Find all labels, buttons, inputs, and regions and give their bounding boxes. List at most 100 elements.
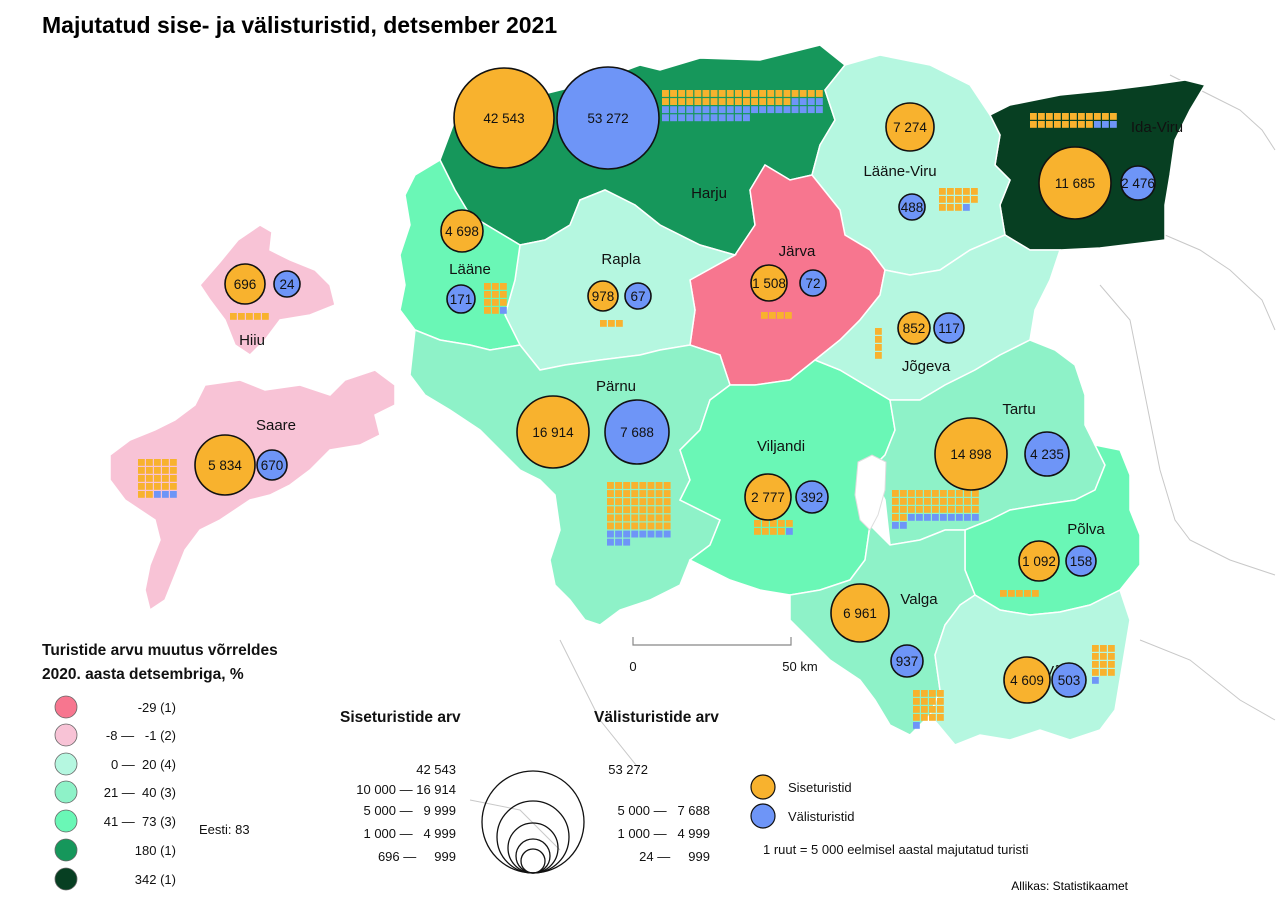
- waffle-square: [607, 530, 614, 538]
- waffle-square: [663, 490, 671, 497]
- value-valga-domestic: 6 961: [843, 606, 877, 621]
- waffle-square: [939, 188, 946, 195]
- waffle-square: [921, 698, 928, 705]
- waffle-square: [615, 490, 622, 497]
- county-saare[interactable]: [109, 369, 396, 612]
- legend-label-6: 180 (1): [135, 843, 176, 858]
- waffle-square: [663, 498, 671, 506]
- waffle-square: [913, 722, 920, 729]
- waffle-square: [939, 204, 946, 211]
- waffle-square: [932, 514, 939, 521]
- circle-jarva-foreign: [799, 269, 827, 297]
- county-label-rapla: Rapla: [601, 251, 641, 268]
- value-hiiu-foreign: 24: [279, 277, 295, 292]
- value-parnu-foreign: 7 688: [620, 425, 654, 440]
- waffle-square: [615, 506, 622, 514]
- waffle-square: [647, 506, 655, 514]
- waffle-square: [913, 698, 920, 705]
- value-ida-viru-foreign: 2 476: [1121, 176, 1155, 191]
- waffle-square: [734, 114, 742, 122]
- waffle-jarva: [761, 312, 792, 319]
- waffle-square: [892, 490, 899, 497]
- waffle-square: [769, 312, 776, 319]
- waffle-square: [615, 538, 622, 546]
- waffle-square: [963, 196, 970, 203]
- waffle-square: [246, 313, 253, 320]
- county-label-tartu: Tartu: [1002, 401, 1035, 418]
- waffle-square: [778, 520, 785, 527]
- waffle-square: [937, 690, 944, 697]
- waffle-square: [694, 114, 702, 122]
- waffle-square: [955, 188, 962, 195]
- waffle-square: [807, 98, 815, 105]
- waffle-square: [615, 482, 622, 489]
- waffle-square: [710, 106, 718, 114]
- waffle-square: [932, 498, 939, 505]
- waffle-square: [710, 114, 718, 122]
- waffle-square: [940, 506, 947, 513]
- waffle-square: [913, 690, 920, 697]
- waffle-square: [663, 522, 671, 530]
- legend-domestic-label: Siseturistid: [788, 780, 852, 795]
- county-parnu[interactable]: [409, 328, 731, 626]
- waffle-square: [1032, 590, 1039, 597]
- waffle-square: [146, 459, 153, 466]
- circle-laane-foreign: [446, 284, 476, 314]
- waffle-square: [743, 106, 750, 114]
- waffle-square: [875, 344, 882, 351]
- waffle-square: [767, 106, 775, 114]
- scale-end: 50 km: [782, 659, 817, 674]
- waffle-square: [607, 490, 614, 497]
- legend-label-3: 0 — 20 (4): [111, 757, 176, 772]
- waffle-square: [1092, 645, 1099, 652]
- waffle-square: [670, 90, 677, 97]
- waffle-square: [1016, 590, 1023, 597]
- value-laane-viru-foreign: 488: [901, 200, 924, 215]
- waffle-square: [484, 283, 491, 290]
- county-label-laane: Lääne: [449, 261, 491, 278]
- waffle-square: [875, 328, 882, 335]
- legend-domestic-row-2: 10 000 — 16 914: [356, 782, 456, 797]
- waffle-square: [1108, 653, 1115, 660]
- county-label-jogeva: Jõgeva: [902, 358, 951, 375]
- waffle-square: [631, 522, 639, 530]
- waffle-square: [786, 528, 793, 535]
- waffle-square: [262, 313, 269, 320]
- waffle-square: [1038, 113, 1045, 120]
- waffle-square: [734, 98, 742, 105]
- waffle-square: [1092, 669, 1099, 676]
- waffle-square: [678, 90, 686, 97]
- circle-harju-foreign: [556, 66, 660, 170]
- waffle-square: [702, 114, 710, 122]
- value-parnu-domestic: 16 914: [532, 425, 574, 440]
- waffle-square: [694, 98, 702, 105]
- county-labels: Harju Ida-Viru Lääne-Viru Järva Rapla Lä…: [239, 119, 1183, 680]
- waffle-square: [623, 538, 631, 546]
- waffle-square: [1078, 121, 1085, 128]
- circle-ida-viru-domestic: [1038, 146, 1112, 220]
- waffle-square: [751, 90, 758, 97]
- county-label-jarva: Järva: [779, 243, 816, 260]
- waffle-square: [686, 90, 694, 97]
- legend-foreign-title: Välisturistide arv: [594, 709, 719, 726]
- value-viljandi-domestic: 2 777: [751, 490, 785, 505]
- waffle-square: [1092, 653, 1099, 660]
- waffle-square: [663, 482, 671, 489]
- waffle-square: [972, 506, 979, 513]
- circle-hiiu-foreign: [273, 270, 301, 298]
- waffle-square: [162, 459, 169, 466]
- value-voru-foreign: 503: [1058, 673, 1081, 688]
- waffle-square: [647, 530, 655, 538]
- legend-swatch-6: [54, 838, 78, 862]
- county-hiiu[interactable]: [199, 224, 336, 356]
- waffle-square: [900, 506, 907, 513]
- waffle-square: [639, 522, 647, 530]
- waffle-square: [786, 520, 793, 527]
- value-rapla-foreign: 67: [630, 289, 645, 304]
- waffle-square: [937, 698, 944, 705]
- waffle-saare: [138, 459, 177, 498]
- waffle-square: [138, 459, 145, 466]
- waffle-square: [678, 98, 686, 105]
- waffle-square: [146, 475, 153, 482]
- waffle-square: [761, 312, 768, 319]
